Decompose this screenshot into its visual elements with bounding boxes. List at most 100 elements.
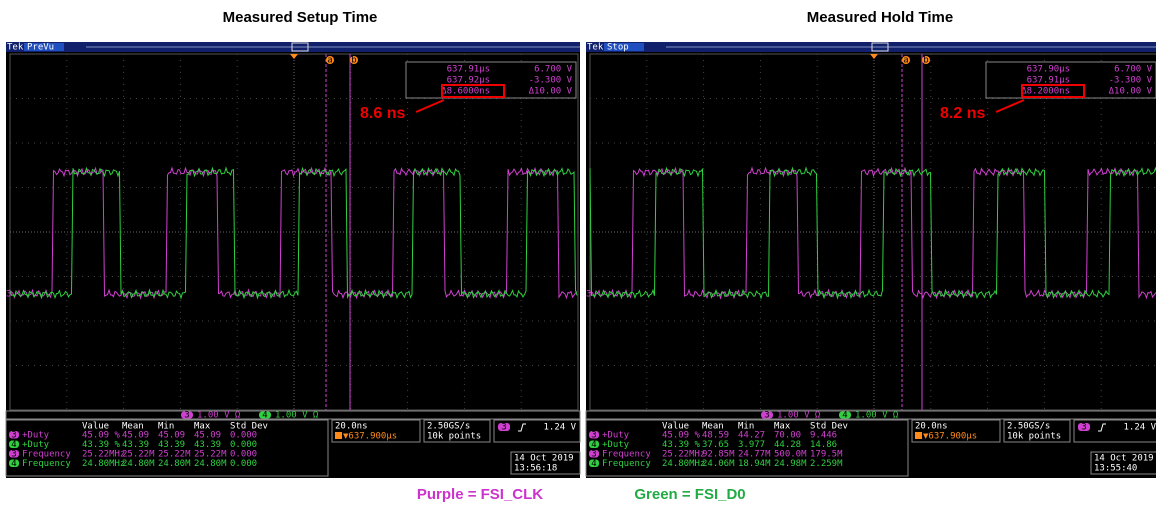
readout-volt: Δ10.00 V (529, 87, 573, 97)
table-cell: 24.80MHz (662, 459, 705, 469)
brand: Tek (7, 43, 24, 53)
ch-scale: 1.00 V Ω (275, 411, 319, 421)
table-cell: 70.00 (774, 431, 801, 441)
table-cell: 0.000 (230, 440, 257, 450)
table-cell: 25.22M (122, 450, 155, 460)
trigger-level: 1.24 V (543, 423, 576, 433)
readout-volt: 6.700 V (1114, 65, 1153, 75)
table-cell: 18.94M (738, 459, 771, 469)
table-cell: 14.86 (810, 440, 837, 450)
ch-num: 4 (262, 411, 267, 421)
annotation: 8.6 ns (360, 105, 405, 122)
table-cell: 24.06M (702, 459, 735, 469)
date: 14 Oct 2019 (1094, 454, 1154, 464)
table-cell: 3.977 (738, 440, 765, 450)
trigger-level: 1.24 V (1123, 423, 1156, 433)
table-cell: 45.09 (122, 431, 149, 441)
timebase: 20.0ns (335, 422, 368, 432)
table-cell: 179.5M (810, 450, 843, 460)
row-ch: 4 (11, 440, 16, 450)
readout-volt: -3.300 V (529, 76, 573, 86)
table-cell: 25.22MHz (82, 450, 125, 460)
table-cell: 43.39 (158, 440, 185, 450)
table-cell: 25.22MHz (662, 450, 705, 460)
trig-pos-badge (915, 432, 922, 439)
ch-scale: 1.00 V Ω (777, 411, 821, 421)
table-cell: 24.80M (158, 459, 191, 469)
panel-title: Measured Hold Time (807, 9, 953, 26)
table-cell: 24.77M (738, 450, 771, 460)
table-cell: 43.39 (194, 440, 221, 450)
table-cell: 44.27 (738, 431, 765, 441)
readout-time: Δ8.2000ns (1021, 87, 1070, 97)
ch-scale: 1.00 V Ω (197, 411, 241, 421)
table-cell: 45.09 (158, 431, 185, 441)
table-cell: 0.000 (230, 431, 257, 441)
row-ch: 4 (591, 440, 596, 450)
table-cell: 24.80M (194, 459, 227, 469)
table-cell: 43.39 (122, 440, 149, 450)
cursor-label: a (327, 56, 332, 66)
timebase: 20.0ns (915, 422, 948, 432)
scope-screen: TekPreVuab3637.91µs6.700 V637.92µs-3.300… (6, 42, 580, 478)
table-cell: 500.0M (774, 450, 807, 460)
table-cell: 48.59 (702, 431, 729, 441)
table-cell: 37.65 (702, 440, 729, 450)
table-cell: 24.80M (122, 459, 155, 469)
table-cell: 2.259M (810, 459, 843, 469)
table-cell: 45.09 (194, 431, 221, 441)
table-cell: 0.000 (230, 459, 257, 469)
page: Measured Setup Time TekPreVu a b 3 637.91µs 6.… (0, 0, 1156, 510)
row-ch: 4 (591, 459, 596, 469)
cursor-label: a (903, 56, 908, 66)
trigger-ch: 3 (1081, 423, 1086, 433)
ch-ground: 3 (6, 290, 11, 300)
date: 14 Oct 2019 (514, 454, 574, 464)
ch-num: 4 (842, 411, 847, 421)
legend-text: Green = FSI_D0 (634, 486, 745, 503)
row-label: +Duty (22, 431, 50, 441)
readout-volt: -3.300 V (1109, 76, 1153, 86)
row-label: Frequency (22, 450, 71, 460)
trigger-pos: ▼637.900µs (343, 432, 397, 442)
row-ch: 3 (11, 431, 16, 441)
readout-time: 637.91µs (447, 65, 490, 75)
row-label: +Duty (602, 431, 630, 441)
cursor-label: b (351, 56, 356, 66)
ch-scale: 1.00 V Ω (855, 411, 899, 421)
table-cell: 25.22M (194, 450, 227, 460)
table-cell: 25.22M (158, 450, 191, 460)
row-ch: 3 (11, 450, 16, 460)
trig-pos-badge (335, 432, 342, 439)
table-cell: 0.000 (230, 450, 257, 460)
readout-time: Δ8.6000ns (441, 87, 490, 97)
table-cell: 43.39 % (82, 440, 121, 450)
readout-volt: Δ10.00 V (1109, 87, 1153, 97)
row-label: +Duty (22, 440, 50, 450)
trigger-ch: 3 (501, 423, 506, 433)
table-cell: 24.98M (774, 459, 807, 469)
ch-num: 3 (184, 411, 189, 421)
table-cell: 24.80MHz (82, 459, 125, 469)
table-cell: 9.446 (810, 431, 837, 441)
status: PreVu (27, 43, 54, 53)
trigger-pos: ▼637.900µs (923, 432, 977, 442)
sample-rate: 2.50GS/s (1007, 422, 1050, 432)
panel-title: Measured Setup Time (223, 9, 378, 26)
record-length: 10k points (1007, 432, 1061, 442)
row-ch: 4 (11, 459, 16, 469)
row-ch: 3 (591, 450, 596, 460)
table-cell: 43.39 % (662, 440, 701, 450)
sample-rate: 2.50GS/s (427, 422, 470, 432)
row-ch: 3 (591, 431, 596, 441)
ch-ground: 3 (586, 290, 591, 300)
readout-time: 637.90µs (1027, 65, 1070, 75)
table-cell: 44.28 (774, 440, 801, 450)
time: 13:55:40 (1094, 464, 1137, 474)
table-cell: 45.09 % (662, 431, 701, 441)
row-label: Frequency (602, 459, 651, 469)
row-label: +Duty (602, 440, 630, 450)
record-length: 10k points (427, 432, 481, 442)
legend-text: Purple = FSI_CLK (417, 486, 543, 503)
